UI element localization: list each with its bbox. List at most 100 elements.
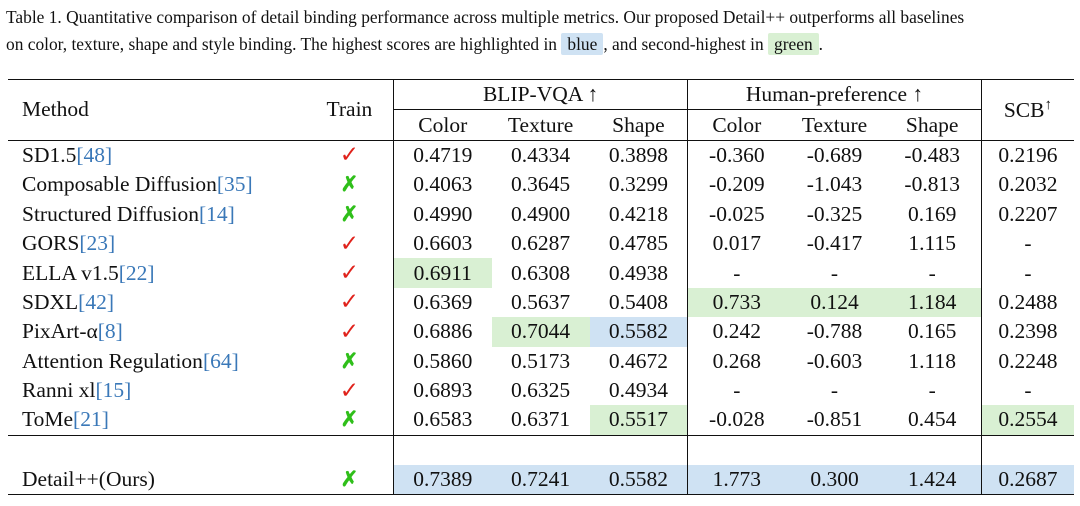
method-name: GORS [22, 231, 80, 256]
blip-shape-cell: 0.3299 [608, 172, 669, 197]
human-texture-cell: -1.043 [806, 172, 863, 197]
train-cell: ✗ [306, 170, 394, 199]
method-cell: ToMe[21] [8, 405, 306, 435]
human-color-cell: 0.733 [687, 287, 786, 318]
header-method: Method [22, 97, 89, 122]
blip-color-cell: 0.6369 [392, 287, 492, 318]
citation-link[interactable]: [8] [97, 319, 123, 344]
check-icon: ✓ [339, 230, 360, 256]
blip-color-cell: 0.4719 [392, 140, 492, 171]
table-row: SD1.5[48] ✓ 0.4719 0.4334 0.3898 -0.360 … [8, 140, 1074, 171]
human-texture-cell: -0.689 [806, 142, 863, 167]
human-shape-cell: -0.483 [904, 142, 960, 167]
check-icon: ✓ [339, 260, 360, 286]
human-shape-cell: 1.118 [908, 348, 956, 373]
method-name: SD1.5 [22, 142, 77, 167]
citation-link[interactable]: [48] [76, 142, 113, 167]
table-row: Ranni xl[15] ✓ 0.6893 0.6325 0.4934 - - … [8, 375, 1074, 406]
citation-link[interactable]: [35] [216, 172, 253, 197]
citation-link[interactable]: [22] [118, 260, 155, 285]
human-color-cell: -0.025 [687, 199, 786, 229]
train-cell: ✓ [306, 140, 394, 170]
blip-texture-cell: 0.6308 [511, 260, 571, 285]
blip-color-cell: 0.6886 [392, 317, 492, 347]
human-shape-cell: 1.184 [883, 287, 982, 318]
table-row: Composable Diffusion[35] ✗ 0.4063 0.3645… [8, 170, 1074, 200]
method-name: Composable Diffusion [22, 172, 217, 197]
scb-cell: 0.2196 [980, 140, 1074, 171]
method-name: PixArt-α [22, 319, 98, 344]
blip-texture-cell: 0.4900 [511, 201, 571, 226]
caption-middle-text: , and second-highest in [603, 34, 764, 54]
train-cell: ✗ [306, 200, 394, 229]
train-cell: ✓ [306, 376, 394, 405]
scb-cell: 0.2554 [980, 405, 1074, 436]
method-cell: ELLA v1.5[22] [8, 258, 306, 287]
header-blip-shape: Shape [612, 112, 665, 137]
header-human-color: Color [687, 109, 786, 141]
human-shape-cell: - [928, 260, 936, 285]
human-texture-cell: -0.417 [806, 231, 863, 256]
header-blip-texture: Texture [507, 112, 574, 137]
human-color-cell: 0.268 [687, 346, 786, 376]
check-icon: ✓ [339, 377, 360, 403]
scb-cell: 0.2488 [980, 287, 1074, 318]
human-texture-cell: 0.124 [785, 287, 884, 318]
check-icon: ✓ [339, 289, 360, 315]
method-cell: SDXL[42] [8, 288, 306, 317]
cross-icon: ✗ [340, 172, 359, 197]
human-shape-cell: 0.165 [908, 319, 957, 344]
table-row: Structured Diffusion[14] ✗ 0.4990 0.4900… [8, 199, 1074, 229]
blip-texture-cell: 0.5637 [511, 289, 571, 314]
citation-link[interactable]: [21] [73, 407, 109, 432]
scb-cell: 0.2248 [980, 346, 1074, 376]
header-scb-label: SCB [1003, 97, 1045, 122]
header-row-group: Method Train BLIP-VQA ↑ Human-preference… [8, 79, 1074, 141]
blip-color-cell: 0.4990 [392, 199, 492, 229]
train-cell: ✓ [306, 229, 394, 258]
cross-icon: ✗ [340, 348, 359, 373]
method-cell: Detail++(Ours) [8, 465, 306, 495]
table-caption: Table 1. Quantitative comparison of deta… [6, 4, 1076, 58]
header-train: Train [326, 97, 373, 122]
citation-link[interactable]: [23] [79, 231, 116, 256]
blip-color-cell: 0.6893 [392, 375, 492, 406]
blip-shape-cell: 0.5582 [589, 317, 688, 347]
blip-texture-cell: 0.7241 [491, 465, 590, 495]
citation-link[interactable]: [14] [198, 201, 235, 226]
green-highlight-label: green [768, 33, 819, 55]
human-color-cell: -0.360 [687, 140, 786, 171]
scb-cell: - [980, 375, 1074, 406]
blip-shape-cell: 0.3898 [608, 142, 669, 167]
method-name: ToMe [22, 407, 74, 432]
caption-line-1: Table 1. Quantitative comparison of deta… [6, 7, 965, 27]
citation-link[interactable]: [15] [95, 378, 132, 403]
table-row: PixArt-α[8] ✓ 0.6886 0.7044 0.5582 0.242… [8, 317, 1074, 347]
method-cell: PixArt-α[8] [8, 317, 306, 346]
results-table: Method Train BLIP-VQA ↑ Human-preference… [8, 79, 1074, 495]
method-name: SDXL [22, 289, 79, 314]
header-human-texture: Texture [801, 112, 868, 137]
blip-color-cell: 0.6911 [392, 258, 492, 288]
human-color-cell: 0.017 [687, 228, 786, 259]
scb-cell: 0.2687 [980, 465, 1074, 495]
citation-link[interactable]: [42] [78, 289, 114, 314]
human-color-cell: - [687, 375, 786, 406]
table-row: ToMe[21] ✗ 0.6583 0.6371 0.5517 -0.028 -… [8, 405, 1074, 436]
human-texture-cell: - [830, 260, 839, 285]
method-name: Structured Diffusion [22, 201, 199, 226]
header-human-shape: Shape [905, 112, 959, 137]
human-texture-cell: -0.851 [806, 407, 863, 432]
human-shape-cell: - [928, 378, 936, 403]
method-cell: Attention Regulation[64] [8, 347, 306, 376]
method-cell: Structured Diffusion[14] [8, 200, 306, 229]
header-human-preference: Human-preference ↑ [687, 79, 982, 111]
train-cell: ✓ [306, 317, 394, 346]
method-cell: SD1.5[48] [8, 140, 306, 170]
human-texture-cell: -0.788 [806, 319, 863, 344]
human-color-cell: -0.209 [687, 170, 786, 200]
check-icon: ✓ [339, 142, 360, 168]
citation-link[interactable]: [64] [202, 348, 239, 373]
blip-shape-cell: 0.4785 [608, 231, 669, 256]
separator-row [8, 435, 1074, 466]
